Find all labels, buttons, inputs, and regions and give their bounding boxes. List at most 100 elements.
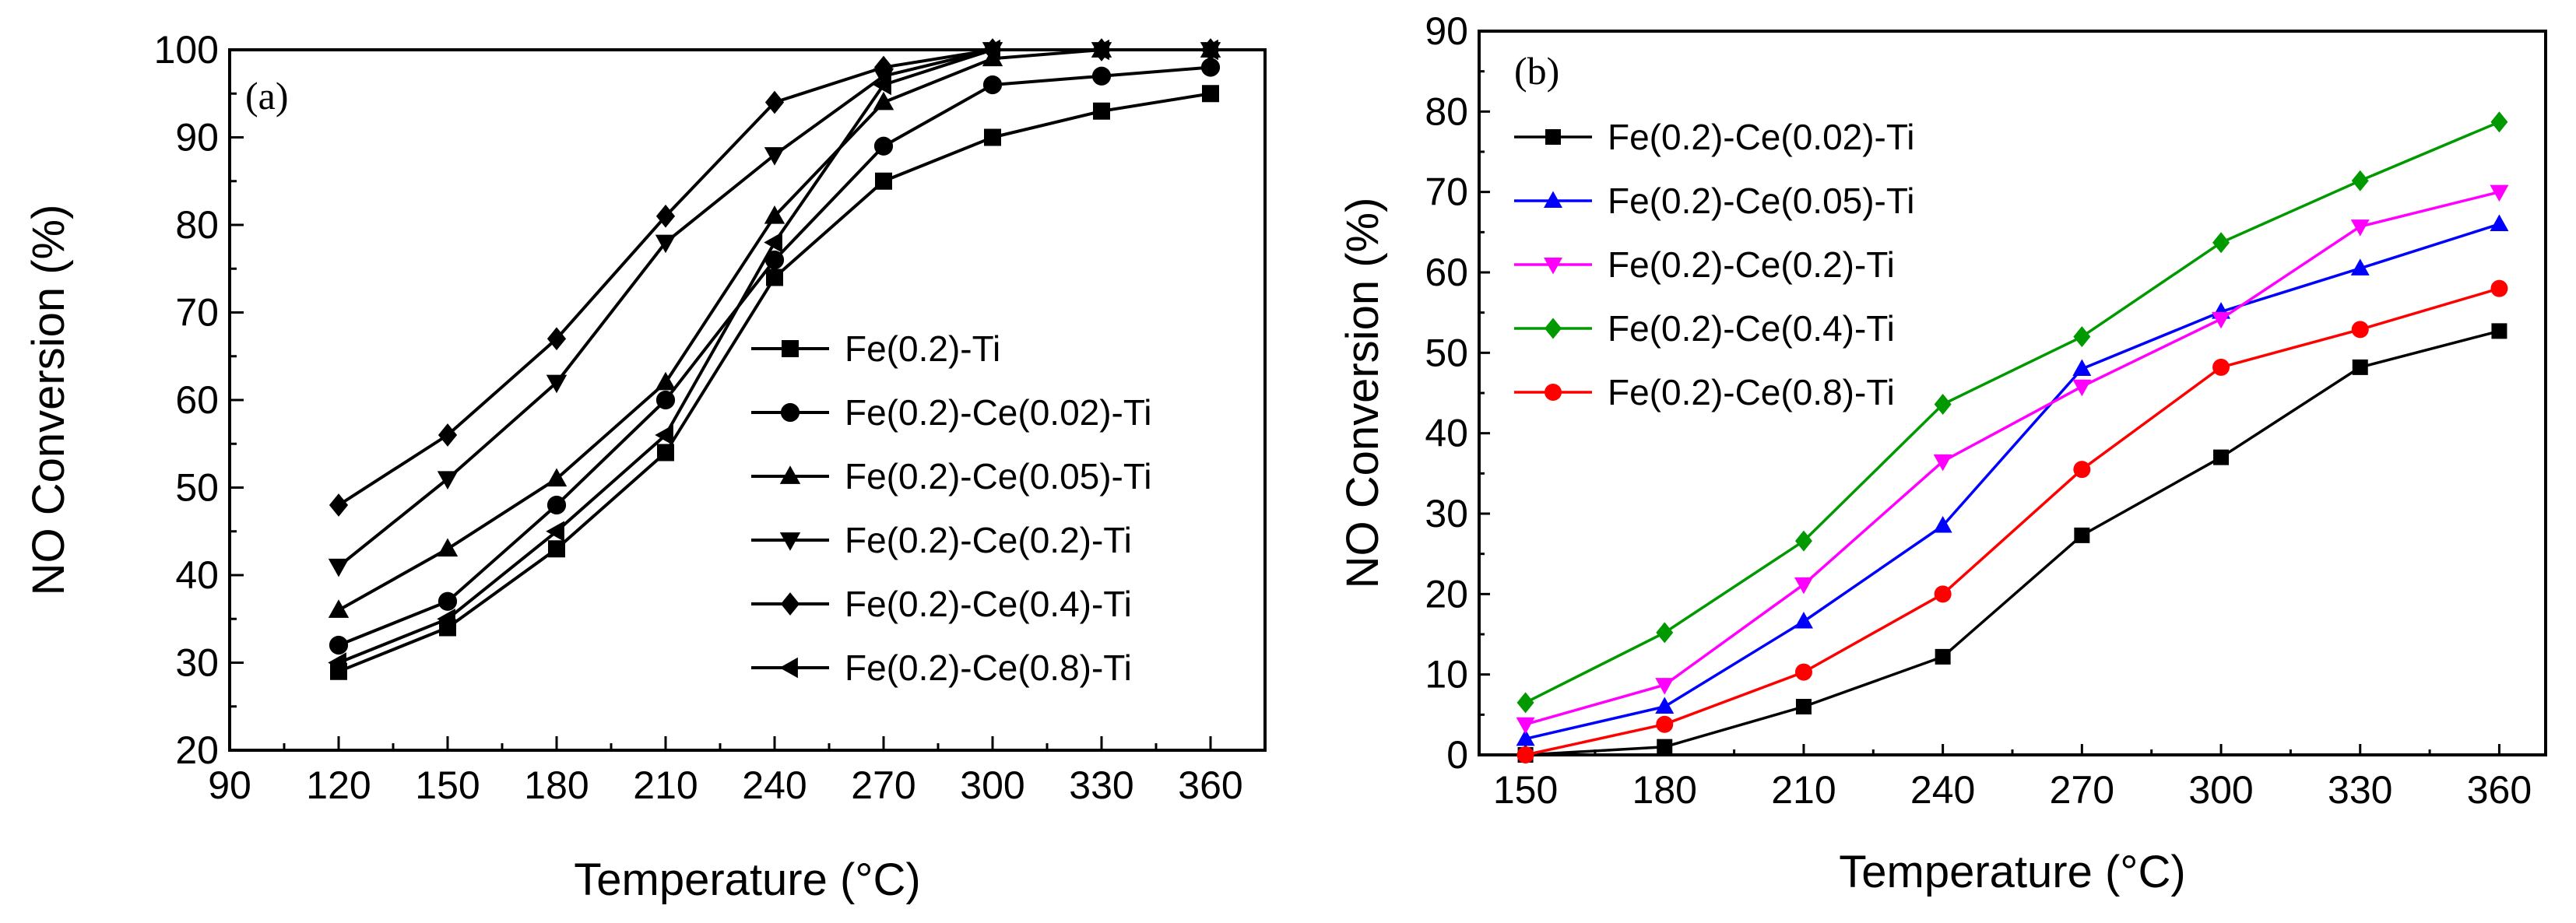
data-point [2073,326,2091,348]
series-Fe(0.2)-Ce(0.8)-Ti [328,39,1218,673]
legend-marker [1545,129,1561,145]
data-point [1794,577,1813,595]
legend-label: Fe(0.2)-Ce(0.4)-Ti [845,584,1132,624]
data-point [1093,102,1110,120]
x-tick-label: 180 [1632,768,1697,812]
data-point [764,232,782,253]
y-tick-label: 40 [1425,412,1468,455]
x-tick-label: 270 [851,763,915,807]
data-point [546,521,564,542]
legend-label: Fe(0.2)-Ce(0.2)-Ti [845,520,1132,560]
data-point [1933,516,1952,533]
data-point [2491,323,2507,339]
data-point [2352,359,2368,375]
y-tick-label: 80 [175,203,219,247]
x-tick-label: 330 [2328,768,2392,812]
series-Fe(0.2)-Ce(0.05)-Ti [1516,214,2509,746]
data-point [764,147,785,166]
data-point [1794,530,1812,552]
data-point [328,599,350,618]
chart-panel-b: 150 180 210 240 270 300 330 360 0 10 20 30 40 50 60 70 8… [1337,9,2547,897]
data-point [1935,648,1951,665]
data-point [438,423,458,447]
data-point [2212,358,2230,376]
legend-b: Fe(0.2)-Ce(0.02)-Ti Fe(0.2)-Ce(0.05)-Ti Fe… [1514,117,1914,412]
data-point [655,390,676,410]
x-tick-label: 300 [2188,768,2253,812]
data-point [655,204,676,228]
legend-label: Fe(0.2)-Ti [845,328,1000,369]
x-tick-label: 90 [208,763,251,807]
legend-label: Fe(0.2)-Ce(0.05)-Ti [1608,181,1914,221]
legend-marker [1544,191,1562,208]
data-point [546,495,567,515]
series-line [1525,223,2500,741]
legend-marker [779,657,798,679]
data-point [1794,611,1813,629]
data-point [655,371,677,391]
x-tick-label: 210 [1771,768,1836,812]
y-tick-label: 10 [1425,653,1468,697]
legend-label: Fe(0.2)-Ce(0.02)-Ti [845,392,1151,433]
y-tick-label: 40 [175,553,219,597]
data-point [546,468,568,487]
legend-item: Fe(0.2)-Ce(0.8)-Ti [1514,372,1895,412]
data-point [655,424,673,446]
data-point [1656,622,1674,644]
data-point [1516,692,1534,714]
legend-marker [780,402,800,423]
data-point [873,74,891,96]
data-point [328,558,350,577]
data-point [2351,321,2369,339]
legend-label: Fe(0.2)-Ce(0.8)-Ti [845,648,1132,688]
x-tick-label: 360 [1178,763,1242,807]
x-tick-label: 300 [960,763,1024,807]
data-point [873,136,894,156]
series-Fe(0.2)-Ce(0.02)-Ti [1517,323,2507,763]
y-tick-label: 90 [175,116,219,160]
series-line [1524,121,2500,704]
data-point [1794,663,1812,681]
legend-label: Fe(0.2)-Ce(0.2)-Ti [1608,244,1895,285]
legend-marker [779,465,801,484]
data-point [764,90,785,114]
series-Fe(0.2)-Ti [330,85,1219,680]
x-tick-label: 240 [742,763,807,807]
x-tick-label: 330 [1069,763,1133,807]
data-point [328,652,346,673]
y-tick-label: 100 [154,28,219,72]
data-point [1200,58,1221,77]
y-axis-title-b: NO Conversion (%) [1337,198,1388,589]
data-point [1657,739,1673,755]
data-point [546,374,568,394]
data-point [657,444,674,462]
x-tick-label: 270 [2050,768,2114,812]
data-point [548,540,565,558]
y-tick-label: 60 [1425,251,1468,294]
legend-item: Fe(0.2)-Ce(0.02)-Ti [1514,117,1914,157]
legend-a: Fe(0.2)-Ti Fe(0.2)-Ce(0.02)-Ti Fe(0.2)-Ce(… [751,328,1151,688]
legend-label: Fe(0.2)-Ce(0.4)-Ti [1608,308,1895,349]
data-point [1202,85,1219,103]
data-point [984,128,1001,146]
data-point [2073,461,2091,479]
data-point [1516,728,1535,746]
data-point [437,538,459,557]
panel-label-a: (a) [245,74,289,118]
data-point [2490,111,2508,133]
legend-item: Fe(0.2)-Ce(0.02)-Ti [751,392,1151,433]
series-group-b [1516,111,2509,763]
x-tick-label: 120 [306,763,371,807]
series-Fe(0.2)-Ce(0.2)-Ti [1516,184,2509,735]
legend-item: Fe(0.2)-Ce(0.05)-Ti [751,456,1151,497]
x-tick-label: 360 [2467,768,2532,812]
legend-item: Fe(0.2)-Ce(0.2)-Ti [751,520,1132,560]
data-point [2490,279,2508,297]
data-point [1656,715,1674,733]
x-axis-title-b: Temperature (°C) [1839,847,2185,897]
y-tick-label: 20 [1425,572,1468,616]
data-point [2072,379,2092,397]
data-point [1795,699,1812,714]
